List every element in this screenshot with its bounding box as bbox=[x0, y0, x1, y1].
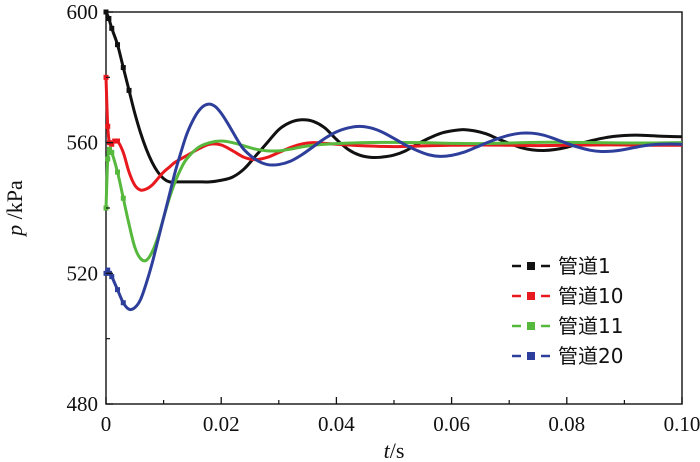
legend-item: 管道11 bbox=[512, 314, 623, 338]
data-point bbox=[109, 141, 115, 147]
x-axis-title-symbol: t bbox=[384, 438, 391, 462]
legend-label: 管道10 bbox=[558, 284, 623, 308]
legend-marker bbox=[527, 322, 535, 330]
legend-marker bbox=[527, 262, 535, 270]
legend-label: 管道1 bbox=[558, 254, 611, 278]
data-point bbox=[109, 25, 115, 31]
y-axis-title-symbol: p bbox=[2, 225, 27, 238]
series-4 bbox=[103, 102, 683, 312]
legend-item: 管道20 bbox=[512, 344, 623, 368]
data-point bbox=[109, 274, 115, 280]
series-line bbox=[104, 139, 683, 263]
legend-marker bbox=[527, 352, 535, 360]
data-point bbox=[115, 138, 121, 144]
series-2 bbox=[103, 74, 683, 192]
series-line bbox=[104, 11, 683, 184]
x-tick-label: 0.06 bbox=[433, 412, 470, 436]
y-tick-label: 600 bbox=[67, 0, 99, 24]
x-axis-title: t/s bbox=[384, 438, 405, 462]
legend-item: 管道1 bbox=[512, 254, 611, 278]
x-tick-label: 0.02 bbox=[203, 412, 240, 436]
series-layer bbox=[103, 9, 683, 312]
x-axis-title-unit: /s bbox=[390, 438, 405, 462]
series-line bbox=[104, 77, 683, 192]
data-point bbox=[106, 146, 112, 152]
legend-label: 管道11 bbox=[558, 314, 623, 338]
data-point bbox=[120, 195, 126, 201]
y-tick-label: 560 bbox=[67, 131, 99, 155]
y-tick-label: 520 bbox=[67, 261, 99, 285]
x-tick-label: 0.10 bbox=[664, 412, 700, 436]
data-point bbox=[109, 149, 115, 155]
data-point bbox=[115, 287, 121, 293]
legend-marker bbox=[527, 292, 535, 300]
y-axis-title-unit: /kPa bbox=[2, 180, 27, 225]
x-axis: 0 0.02 0.04 0.06 0.08 0.10 bbox=[101, 397, 700, 436]
legend-item: 管道10 bbox=[512, 284, 623, 308]
data-point bbox=[120, 300, 126, 306]
series-line bbox=[104, 102, 683, 312]
x-tick-label: 0.04 bbox=[318, 412, 355, 436]
series-3 bbox=[103, 139, 683, 263]
x-tick-label: 0.08 bbox=[548, 412, 585, 436]
legend: 管道1 管道10 管道11 管道20 bbox=[512, 254, 623, 368]
legend-label: 管道20 bbox=[558, 344, 623, 368]
y-axis-title: p /kPa bbox=[2, 180, 27, 238]
data-point bbox=[105, 156, 111, 162]
y-axis: 480 520 560 600 bbox=[67, 0, 113, 416]
data-point bbox=[106, 16, 112, 22]
x-tick-label: 0 bbox=[101, 412, 112, 436]
data-point bbox=[115, 42, 121, 48]
y-tick-label: 480 bbox=[67, 392, 99, 416]
data-point bbox=[126, 87, 132, 93]
data-point bbox=[112, 138, 118, 144]
data-point bbox=[105, 123, 111, 129]
data-point bbox=[115, 169, 121, 175]
data-point bbox=[105, 267, 111, 273]
data-point bbox=[120, 65, 126, 71]
